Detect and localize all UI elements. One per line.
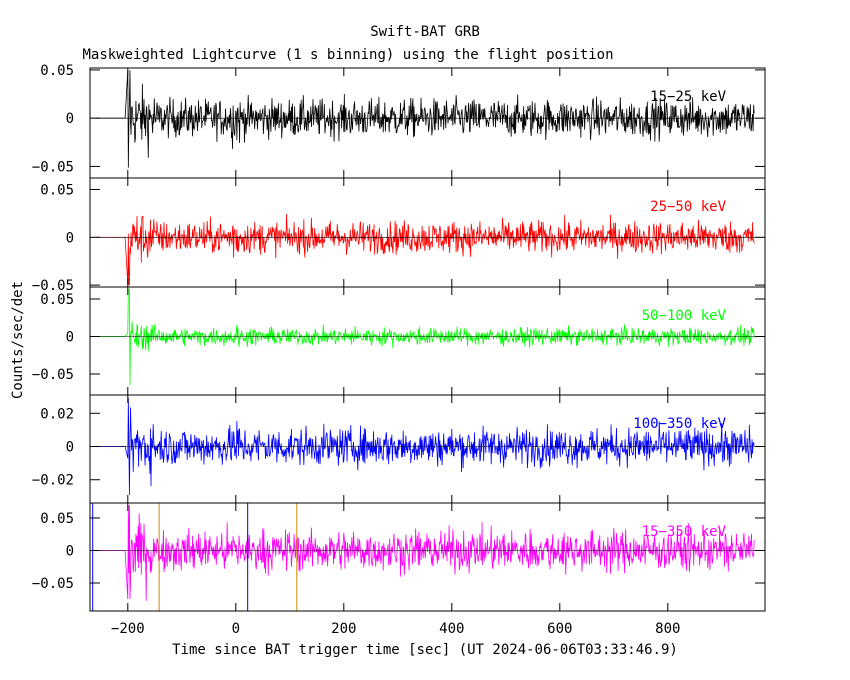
series-line bbox=[95, 288, 755, 386]
y-tick-label: 0.05 bbox=[40, 63, 74, 79]
y-tick-label: 0 bbox=[66, 230, 74, 246]
x-axis-label: Time since BAT trigger time [sec] (UT 20… bbox=[172, 642, 678, 658]
panel-25-50-kev: 0.05 0 −0.05 25−50 keV bbox=[32, 177, 766, 294]
x-tick-label: 600 bbox=[547, 621, 572, 637]
band-label: 25−50 keV bbox=[650, 199, 726, 215]
panel-frame bbox=[89, 177, 766, 288]
panel-15-350-kev: 0.05 0 −0.05 15−350 keV bbox=[32, 502, 766, 612]
y-tick-label: −0.05 bbox=[32, 278, 74, 294]
series-line bbox=[95, 505, 755, 601]
series-line bbox=[95, 397, 755, 496]
panel-100-350-kev: 0.02 0 −0.02 100−350 keV bbox=[32, 394, 766, 504]
y-tick-label: −0.05 bbox=[32, 159, 74, 175]
x-tick-label: 400 bbox=[439, 621, 464, 637]
y-tick-label: 0.02 bbox=[40, 406, 74, 422]
band-label: 100−350 keV bbox=[633, 416, 726, 432]
y-tick-label: −0.05 bbox=[32, 367, 74, 383]
band-label: 15−25 keV bbox=[650, 89, 726, 105]
y-tick-label: 0 bbox=[66, 440, 74, 456]
y-tick-label: 0 bbox=[66, 111, 74, 127]
panel-50-100-kev: 0.05 0 −0.05 50−100 keV bbox=[32, 286, 766, 396]
y-tick-label: 0 bbox=[66, 543, 74, 559]
band-label: 15−350 keV bbox=[642, 524, 727, 540]
y-tick-label: 0 bbox=[66, 330, 74, 346]
y-tick-label: 0.05 bbox=[40, 511, 74, 527]
band-label: 50−100 keV bbox=[642, 308, 727, 324]
y-tick-label: −0.05 bbox=[32, 576, 74, 592]
series-line bbox=[95, 213, 755, 286]
series-line bbox=[95, 70, 755, 168]
y-tick-label: 0.05 bbox=[40, 182, 74, 198]
x-tick-label: −200 bbox=[111, 621, 145, 637]
x-tick-label: 0 bbox=[232, 621, 240, 637]
chart-title: Swift-BAT GRB bbox=[370, 24, 480, 40]
y-tick-label: −0.02 bbox=[32, 473, 74, 489]
panel-15-25-kev: 0.05 0 −0.05 15−25 keV bbox=[32, 63, 766, 179]
chart-subtitle: Maskweighted Lightcurve (1 s binning) us… bbox=[82, 47, 613, 63]
y-tick-label: 0.05 bbox=[40, 292, 74, 308]
x-tick-label: 800 bbox=[655, 621, 680, 637]
x-tick-label: 200 bbox=[331, 621, 356, 637]
y-axis-label: Counts/sec/det bbox=[10, 281, 26, 399]
panel-frame bbox=[89, 502, 766, 612]
